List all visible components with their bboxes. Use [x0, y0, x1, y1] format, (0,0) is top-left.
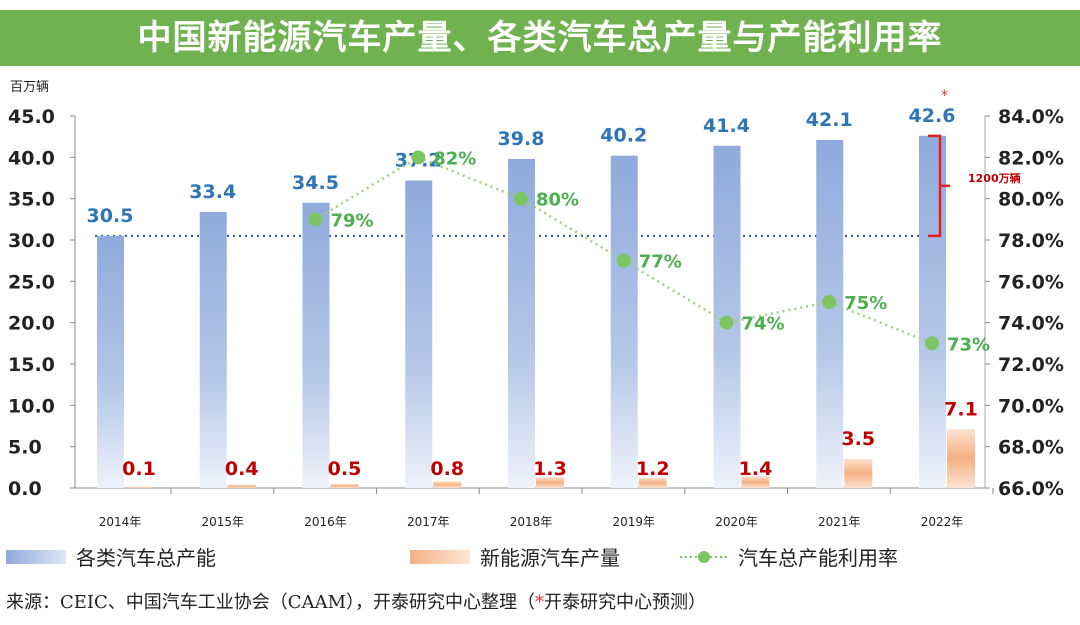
y-tick-label: 10.0 — [8, 395, 55, 417]
x-tick-label: 2021年 — [818, 515, 861, 529]
x-tick-label: 2015年 — [201, 515, 244, 529]
y-tick-label: 5.0 — [8, 437, 42, 459]
source-note: 来源：CEIC、中国汽车工业协会（CAAM），开泰研究中心整理（*开泰研究中心预… — [6, 588, 706, 614]
utilization-label: 74% — [742, 314, 785, 335]
bar-nev — [741, 476, 770, 488]
utilization-label: 75% — [844, 293, 887, 314]
utilization-point — [822, 295, 837, 309]
utilization-point — [308, 212, 323, 227]
bar-capacity-label: 39.8 — [498, 128, 545, 150]
legend-item-nev: 新能源汽车产量 — [410, 542, 620, 571]
bar-capacity — [816, 139, 844, 488]
y2-tick-label: 70.0% — [998, 395, 1064, 417]
legend-item-capacity: 各类汽车总产能 — [6, 542, 216, 571]
bar-nev-label: 0.4 — [225, 458, 259, 480]
chart-area: 0.0 5.0 10.0 15.0 20.0 25.0 30.0 35.0 40.0 45.0 66… — [8, 88, 1064, 529]
bar-nev-label: 0.8 — [430, 458, 464, 480]
utilization-point — [514, 191, 528, 206]
y-tick-label: 45.0 — [8, 106, 55, 128]
x-tick-label: 2022年 — [921, 515, 964, 529]
y2-tick-label: 66.0% — [998, 478, 1064, 500]
y2-tick-label: 80.0% — [998, 189, 1064, 211]
x-tick-label: 2014年 — [99, 515, 142, 529]
y2-tick-label: 68.0% — [998, 437, 1064, 459]
bar-nev-label: 0.1 — [122, 458, 156, 480]
bar-capacity-label: 33.4 — [189, 181, 236, 203]
source-text: 来源：CEIC、中国汽车工业协会（CAAM），开泰研究中心整理（ — [6, 592, 535, 613]
forecast-star: * — [535, 592, 544, 613]
legend-label: 汽车总产能利用率 — [738, 546, 898, 570]
forecast-marker: * — [941, 88, 948, 104]
utilization-point — [616, 253, 631, 268]
utilization-label: 80% — [536, 190, 579, 211]
bar-nev — [536, 477, 564, 488]
y-tick-label: 20.0 — [8, 313, 55, 335]
legend: 各类汽车总产能 新能源汽车产量 汽车总产能利用率 — [0, 542, 1080, 572]
x-tick-label: 2019年 — [612, 515, 655, 529]
bar-nev — [125, 487, 153, 488]
chart-title: 中国新能源汽车产量、各类汽车总产量与产能利用率 — [0, 10, 1080, 66]
utilization-point — [411, 150, 426, 165]
bar-capacity — [508, 158, 535, 488]
y-tick-label: 30.0 — [8, 230, 55, 252]
y-axis-unit: 百万辆 — [10, 80, 50, 95]
bar-nev-label: 3.5 — [841, 428, 875, 450]
y2-tick-label: 82.0% — [998, 147, 1064, 169]
source-tail: 开泰研究中心预测） — [544, 592, 706, 613]
utilization-point — [925, 336, 939, 351]
bar-capacity-label: 34.5 — [292, 172, 339, 194]
y-tick-label: 15.0 — [8, 354, 55, 376]
bar-nev — [638, 478, 667, 488]
y2-tick-label: 76.0% — [998, 271, 1064, 293]
bar-capacity — [405, 180, 433, 489]
bar-capacity — [97, 235, 124, 488]
legend-swatch-bar — [6, 549, 66, 564]
legend-swatch-bar — [410, 549, 470, 564]
legend-swatch-line — [680, 550, 728, 563]
bar-capacity — [919, 135, 946, 488]
bar-nev-label: 0.5 — [328, 458, 362, 480]
bar-capacity — [302, 202, 330, 489]
y2-tick-label: 72.0% — [998, 354, 1064, 376]
y-tick-label: 35.0 — [8, 189, 55, 211]
bar-capacity-label: 42.6 — [909, 105, 956, 127]
utilization-label: 73% — [947, 334, 990, 355]
utilization-label: 77% — [639, 252, 682, 273]
bar-nev — [947, 429, 975, 488]
bar-capacity-label: 42.1 — [806, 109, 853, 131]
x-tick-label: 2020年 — [715, 515, 758, 529]
legend-label: 新能源汽车产量 — [480, 546, 620, 570]
y-tick-label: 25.0 — [8, 271, 55, 293]
x-tick-label: 2016年 — [304, 515, 347, 529]
bar-capacity-label: 41.4 — [703, 115, 750, 137]
y2-tick-label: 78.0% — [998, 230, 1064, 252]
bar-nev-label: 1.2 — [636, 458, 670, 480]
bar-nev — [844, 459, 873, 488]
y-tick-label: 40.0 — [8, 147, 55, 169]
y2-tick-label: 84.0% — [998, 106, 1064, 128]
x-tick-label: 2017年 — [407, 515, 450, 529]
utilization-label: 82% — [433, 148, 476, 169]
bar-nev — [330, 483, 359, 488]
legend-item-utilization: 汽车总产能利用率 — [680, 542, 898, 571]
bar-nev-label: 1.3 — [533, 458, 567, 480]
bar-capacity — [610, 155, 638, 488]
y-tick-label: 0.0 — [8, 478, 42, 500]
bar-nev — [433, 481, 462, 488]
bar-nev-label: 7.1 — [944, 398, 978, 420]
bar-capacity — [199, 211, 227, 489]
bar-capacity-label: 40.2 — [600, 125, 647, 147]
utilization-point — [719, 315, 734, 330]
x-tick-label: 2018年 — [510, 515, 553, 529]
legend-label: 各类汽车总产能 — [76, 546, 216, 570]
bar-capacity-label: 30.5 — [87, 205, 134, 227]
bar-nev-label: 1.4 — [739, 458, 773, 480]
bar-nev — [227, 484, 256, 488]
utilization-label: 79% — [331, 210, 374, 231]
gap-label: 1200万辆 — [968, 171, 1021, 185]
y2-tick-label: 74.0% — [998, 313, 1064, 335]
